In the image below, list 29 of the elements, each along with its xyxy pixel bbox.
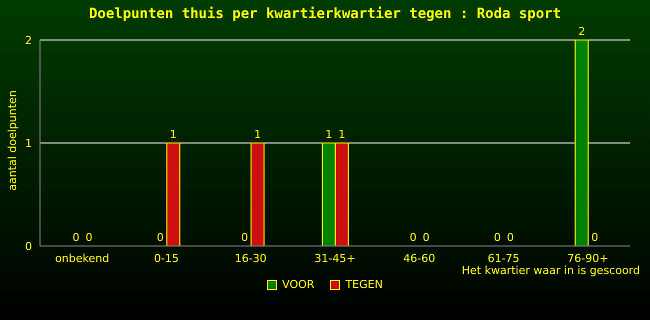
data-label: 1: [338, 128, 346, 141]
data-label: 0: [156, 231, 164, 244]
data-label: 0: [86, 231, 92, 244]
data-label: 0: [72, 231, 80, 244]
data-label: 2: [578, 25, 586, 38]
data-label: 0: [494, 231, 501, 244]
legend-label: VOOR: [282, 278, 314, 291]
data-label: 1: [325, 128, 332, 141]
x-tick-label: 16-30: [234, 252, 267, 265]
data-label: 1: [170, 128, 177, 141]
x-tick-label: onbekend: [55, 252, 110, 265]
data-label: 0: [506, 231, 514, 244]
y-axis-title: aantal doelpunten: [6, 90, 19, 190]
x-tick-label: 46-60: [403, 252, 436, 265]
x-tick-label: 0-15: [154, 252, 179, 265]
x-tick-label: 61-75: [488, 252, 520, 265]
x-axis-title: Het kwartier waar in is gescoord: [462, 264, 640, 277]
legend-label: TEGEN: [345, 278, 383, 291]
x-tick-label: 31-45+: [314, 252, 356, 265]
data-label: 0: [241, 231, 248, 244]
y-tick-label: 0: [25, 240, 32, 253]
y-tick-label: 1: [25, 136, 32, 150]
data-label: 1: [254, 128, 262, 141]
y-tick-label: 2: [25, 34, 32, 47]
data-label: 0: [410, 231, 417, 244]
x-tick-label: 76-90+: [567, 252, 608, 265]
data-label: 0: [422, 231, 430, 244]
data-label: 0: [591, 231, 598, 244]
chart-title: Doelpunten thuis per kwartierkwartier tegen : Roda sport: [88, 6, 562, 22]
